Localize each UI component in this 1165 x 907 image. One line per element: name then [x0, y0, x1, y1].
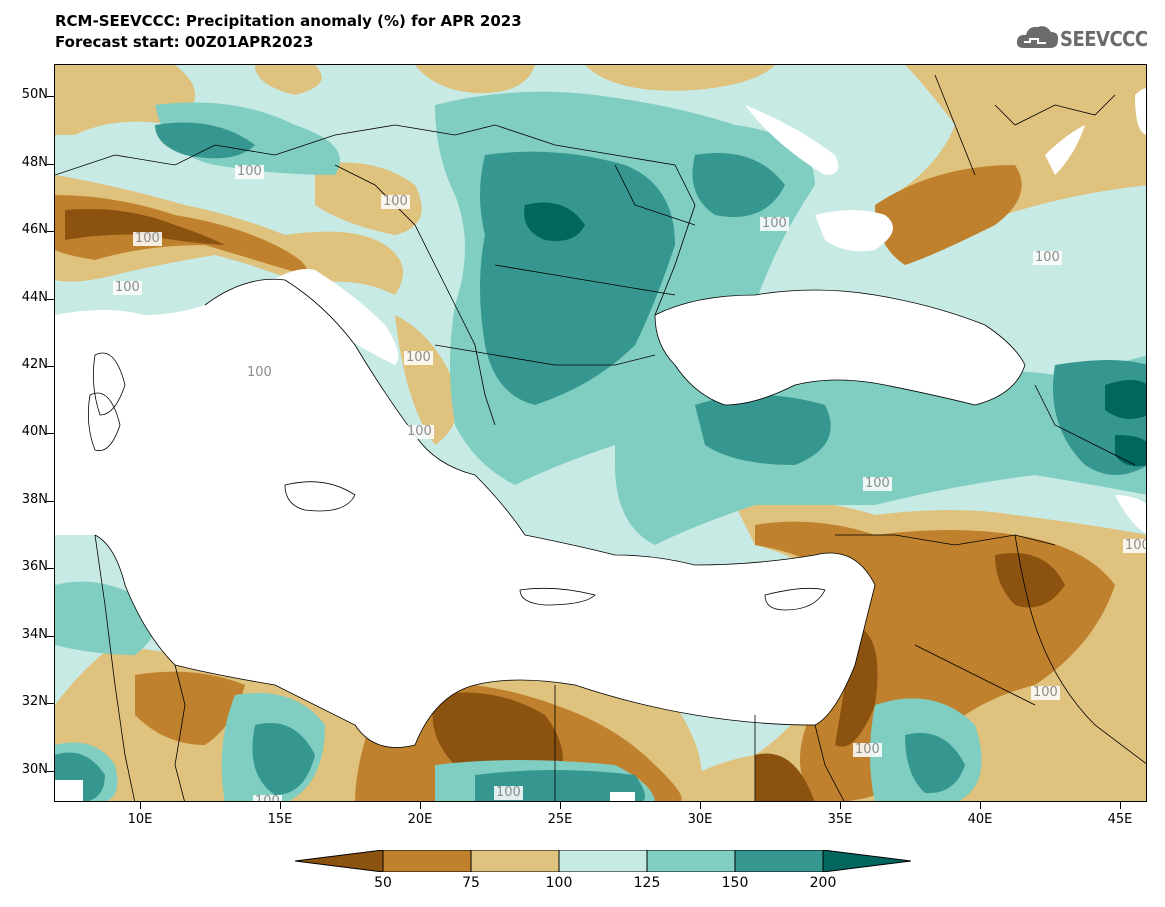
colorbar-swatch: [382, 850, 472, 872]
lat-label: 40N: [21, 424, 48, 439]
lon-label: 40E: [967, 812, 993, 827]
lat-tick: [47, 703, 54, 704]
lat-label: 44N: [21, 290, 48, 305]
contour-label: 100: [1123, 539, 1146, 553]
lat-tick: [47, 771, 54, 772]
lat-label: 36N: [21, 559, 48, 574]
colorbar-swatch: [558, 850, 648, 872]
contour-label: 100: [405, 424, 434, 439]
lon-label: 35E: [827, 812, 853, 827]
contour-label: 100: [494, 785, 523, 800]
lat-tick: [47, 96, 54, 97]
contour-label: 100: [245, 365, 274, 380]
colorbar-swatch: [295, 850, 384, 872]
map-title: RCM-SEEVCCC: Precipitation anomaly (%) f…: [55, 12, 522, 30]
colorbar-label: 75: [462, 875, 480, 891]
lat-label: 42N: [21, 357, 48, 372]
colorbar-label: 150: [721, 875, 749, 891]
contour-label: 100: [133, 231, 162, 246]
lat-label: 38N: [21, 492, 48, 507]
lat-label: 48N: [21, 155, 48, 170]
contour-label: 100: [853, 742, 882, 757]
contour-label: 100: [760, 216, 789, 231]
colorbar-label: 100: [545, 875, 573, 891]
precipitation-map: 100 100 100 100 100 100 100 100 100 100 …: [54, 64, 1147, 802]
lat-label: 32N: [21, 694, 48, 709]
colorbar-swatch: [734, 850, 824, 872]
lat-label: 30N: [21, 762, 48, 777]
lon-tick: [140, 802, 141, 809]
contour-label: 100: [863, 476, 892, 491]
logo-text: SEEVCCC: [1060, 27, 1148, 51]
lon-tick: [1120, 802, 1121, 809]
lon-label: 45E: [1107, 812, 1133, 827]
lon-tick: [280, 802, 281, 809]
contour-label: 100: [404, 350, 433, 365]
anomaly-field: [55, 65, 1146, 801]
colorbar-swatch: [646, 850, 736, 872]
lat-tick: [47, 501, 54, 502]
lat-tick: [47, 433, 54, 434]
lon-label: 15E: [267, 812, 293, 827]
forecast-start: Forecast start: 00Z01APR2023: [55, 33, 314, 51]
contour-label: 100: [113, 280, 142, 295]
colorbar-swatch: [822, 850, 911, 872]
contour-label: 100: [381, 194, 410, 209]
colorbar-swatch: [470, 850, 560, 872]
lon-tick: [980, 802, 981, 809]
lon-tick: [700, 802, 701, 809]
colorbar-label: 200: [809, 875, 837, 891]
lat-tick: [47, 164, 54, 165]
contour-label: 100: [235, 164, 264, 179]
lat-label: 34N: [21, 627, 48, 642]
lon-label: 10E: [127, 812, 153, 827]
lat-label: 50N: [21, 87, 48, 102]
lon-label: 25E: [547, 812, 573, 827]
lat-tick: [47, 299, 54, 300]
cloud-icon: [1016, 26, 1059, 48]
lon-label: 20E: [407, 812, 433, 827]
lat-tick: [47, 366, 54, 367]
lon-label: 30E: [687, 812, 713, 827]
colorbar: [295, 850, 911, 872]
lat-tick: [47, 568, 54, 569]
lon-tick: [840, 802, 841, 809]
contour-label: 100: [1031, 685, 1060, 700]
contour-label: 100: [253, 795, 282, 801]
colorbar-label: 50: [374, 875, 392, 891]
colorbar-label: 125: [633, 875, 661, 891]
lat-tick: [47, 231, 54, 232]
lon-tick: [560, 802, 561, 809]
lon-tick: [420, 802, 421, 809]
contour-label: 100: [1033, 250, 1062, 265]
lat-tick: [47, 636, 54, 637]
lat-label: 46N: [21, 222, 48, 237]
